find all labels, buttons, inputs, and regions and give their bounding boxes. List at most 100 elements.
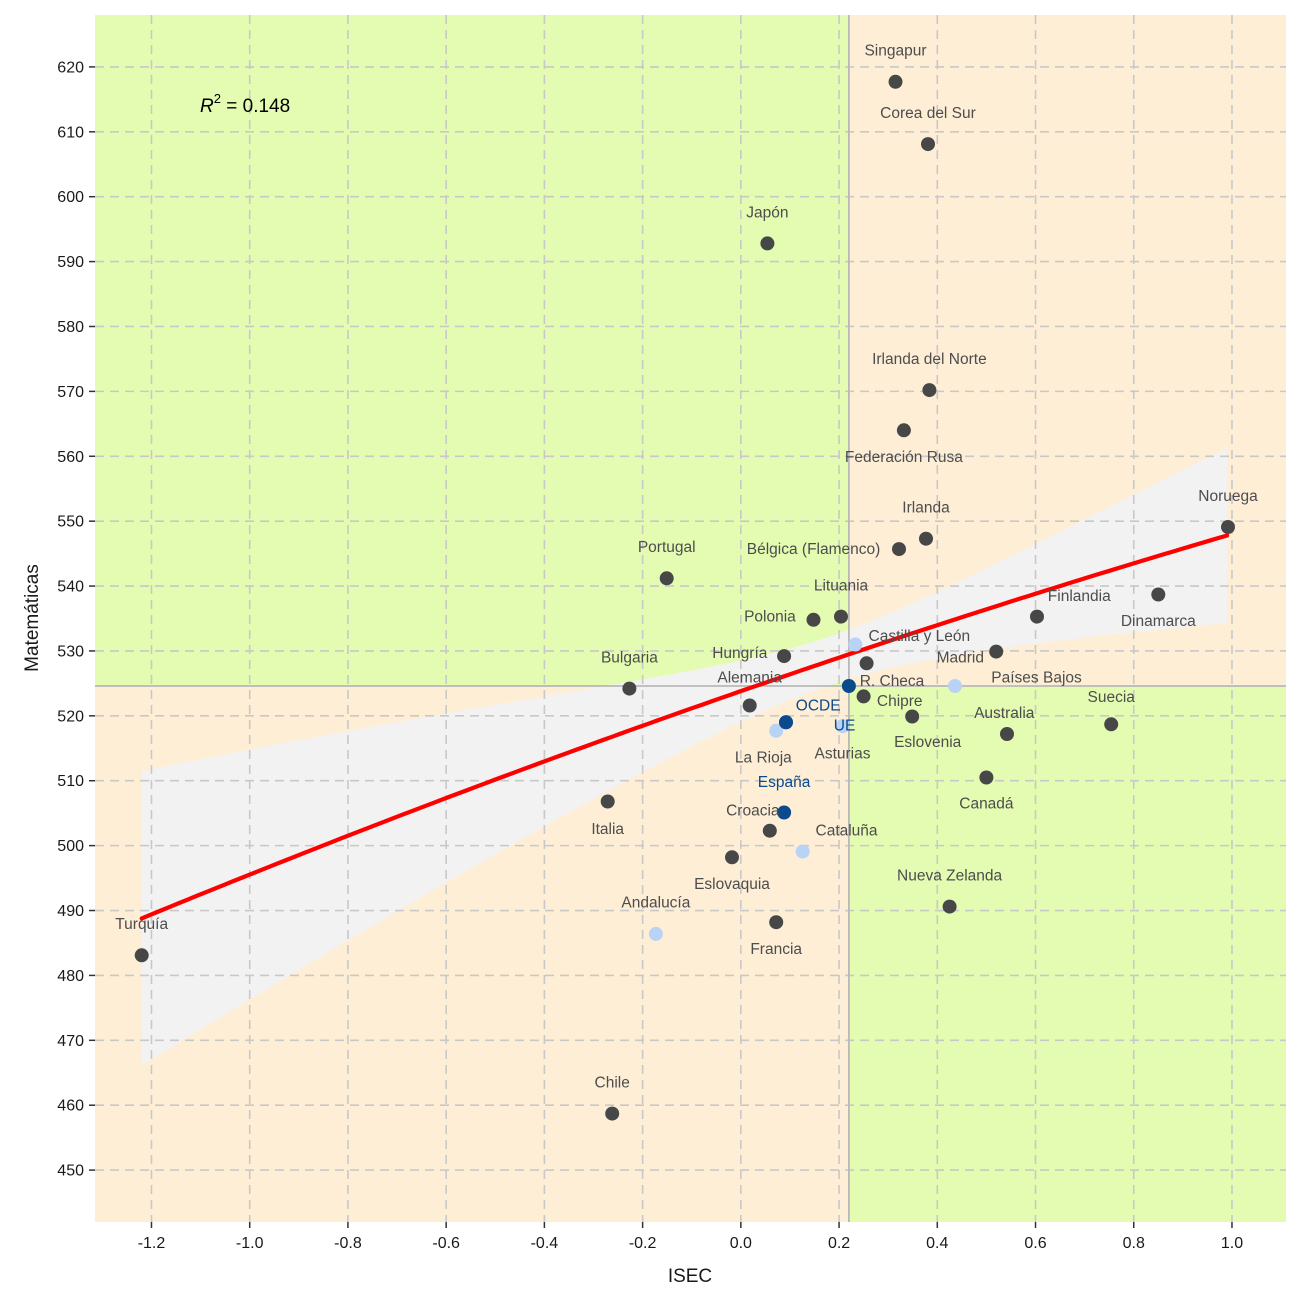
- data-point: [921, 137, 935, 152]
- data-point: [1000, 727, 1014, 741]
- quadrant-top-left: [95, 15, 849, 686]
- point-label: Irlanda: [902, 500, 950, 517]
- data-point: [795, 844, 810, 859]
- point-label: Hungría: [712, 645, 768, 662]
- axes: -1.2 -1.0 -0.8 -0.6 -0.4 -0.2 0.0 0.2 0.4 0.6 0.8 1…: [57, 59, 1243, 1252]
- data-point: [856, 689, 871, 704]
- point-label: Madrid: [937, 649, 984, 666]
- point-label: La Rioja: [735, 749, 792, 766]
- x-tick-label: -0.6: [432, 1235, 460, 1252]
- point-label: España: [758, 774, 811, 791]
- point-label: Italia: [591, 821, 624, 838]
- quadrant-bottom-right: [848, 685, 1286, 1222]
- point-label: Croacia: [726, 803, 780, 820]
- data-point: [769, 723, 784, 738]
- data-point: [1030, 609, 1044, 624]
- data-point: [1104, 717, 1119, 732]
- data-point: [806, 612, 821, 627]
- x-tick-label: -1.2: [138, 1235, 166, 1252]
- data-point: [762, 823, 777, 838]
- point-label: Bulgaria: [601, 649, 658, 666]
- data-point: [600, 794, 615, 809]
- y-tick-label: 580: [57, 319, 84, 336]
- x-tick-label: 0.4: [926, 1235, 948, 1252]
- y-tick-label: 550: [57, 514, 84, 531]
- point-label: Nueva Zelanda: [897, 868, 1003, 885]
- y-tick-label: 610: [57, 124, 84, 141]
- point-label: Dinamarca: [1121, 613, 1196, 630]
- y-tick-label: 530: [57, 643, 84, 660]
- point-label: Cataluña: [816, 823, 878, 840]
- point-labels: Singapur Corea del Sur Japón Irlanda del No…: [115, 43, 1258, 1092]
- y-tick-label: 470: [57, 1033, 84, 1050]
- point-label: Chile: [595, 1075, 630, 1092]
- point-label: Noruega: [1198, 488, 1258, 505]
- point-label: Asturias: [815, 746, 871, 763]
- x-tick-label: -1.0: [236, 1235, 264, 1252]
- x-tick-label: -0.2: [629, 1235, 657, 1252]
- data-point: [835, 719, 850, 734]
- data-point: [659, 571, 674, 586]
- data-point: [1151, 587, 1166, 602]
- y-tick-label: 560: [57, 449, 84, 466]
- data-point: [905, 709, 920, 724]
- point-label: Canadá: [959, 795, 1014, 812]
- trend-line: [139, 533, 1230, 921]
- point-label: Lituania: [814, 577, 869, 594]
- point-label: Bélgica (Flamenco): [747, 541, 881, 558]
- data-point: [942, 899, 957, 914]
- data-point: [777, 805, 792, 820]
- data-point: [622, 681, 637, 696]
- x-tick-label: 0.2: [828, 1235, 850, 1252]
- point-label: Federación Rusa: [845, 449, 963, 466]
- data-point: [848, 637, 863, 652]
- data-point: [760, 236, 775, 251]
- confidence-band: [141, 447, 1228, 1066]
- y-tick-label: 540: [57, 579, 84, 596]
- data-point: [605, 1106, 620, 1121]
- x-axis-title: ISEC: [668, 1266, 712, 1287]
- data-point: [922, 383, 937, 398]
- data-point: [841, 679, 856, 693]
- y-tick-label: 450: [57, 1163, 84, 1180]
- y-axis-title: Matemáticas: [22, 564, 43, 672]
- y-tick-label: 620: [57, 59, 84, 76]
- point-label: Andalucía: [621, 895, 690, 912]
- data-point: [725, 850, 739, 865]
- x-tick-label: 0.6: [1024, 1235, 1046, 1252]
- point-label: Alemania: [717, 670, 782, 687]
- data-point: [134, 948, 149, 963]
- data-point: [948, 679, 962, 693]
- plot-panel: [95, 15, 1286, 1222]
- point-label: Irlanda del Norte: [872, 351, 987, 368]
- data-point: [769, 915, 784, 930]
- data-point: [777, 649, 792, 664]
- y-tick-label: 600: [57, 189, 84, 206]
- y-tick-label: 500: [57, 838, 84, 855]
- point-label: Australia: [974, 705, 1035, 722]
- data-point: [888, 74, 903, 89]
- point-label: Eslovenia: [894, 734, 962, 751]
- data-point: [742, 698, 757, 713]
- point-label: Suecia: [1087, 689, 1135, 706]
- point-label: Portugal: [638, 539, 696, 556]
- point-label: Castilla y León: [869, 628, 971, 645]
- y-tick-label: 570: [57, 384, 84, 401]
- point-label: R. Checa: [860, 673, 925, 690]
- y-tick-label: 480: [57, 968, 84, 985]
- point-label: Corea del Sur: [880, 105, 976, 122]
- y-tick-label: 520: [57, 708, 84, 725]
- point-label: Países Bajos: [991, 670, 1082, 687]
- r2-annotation: R2 = 0.148: [200, 91, 290, 117]
- data-points: [134, 74, 1235, 1121]
- x-tick-label: 0.0: [730, 1235, 752, 1252]
- point-label: Eslovaquia: [694, 876, 770, 893]
- data-point: [919, 531, 933, 546]
- data-point: [859, 656, 874, 671]
- point-label: Singapur: [864, 43, 926, 60]
- data-point: [892, 542, 906, 557]
- y-tick-label: 510: [57, 773, 84, 790]
- y-tick-label: 590: [57, 254, 84, 271]
- point-label: Polonia: [744, 609, 796, 626]
- data-point: [834, 609, 848, 624]
